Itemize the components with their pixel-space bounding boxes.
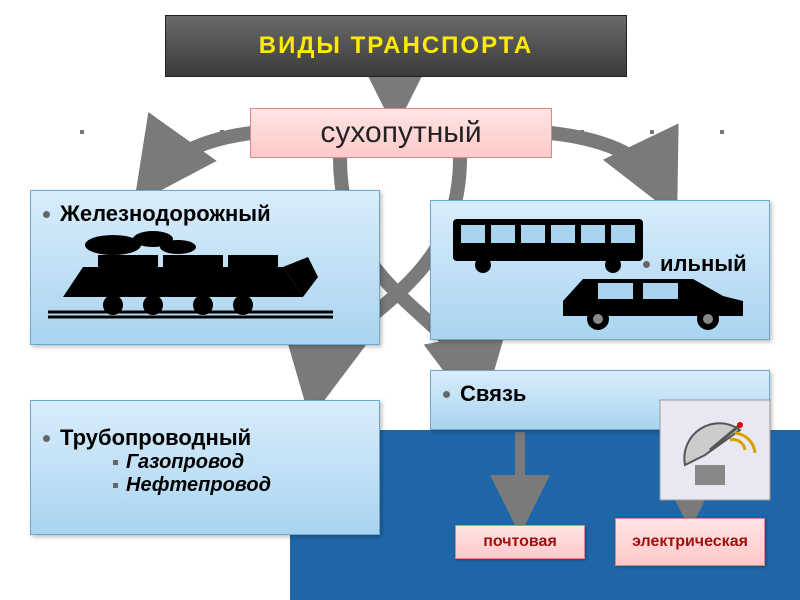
- bullet-icon: [43, 211, 50, 218]
- panel-pipe: Трубопроводный Газопровод Нефтепровод: [30, 400, 380, 535]
- subtitle-text: сухопутный: [320, 116, 481, 150]
- panel-pipe-sub1: Газопровод: [113, 451, 367, 474]
- panel-rail-header: Железнодорожный: [43, 201, 367, 227]
- panel-pipe-sub2: Нефтепровод: [113, 474, 367, 497]
- title-text: ВИДЫ ТРАНСПОРТА: [259, 32, 534, 60]
- panel-rail: Железнодорожный: [30, 190, 380, 345]
- panel-pipe-label: Трубопроводный: [60, 425, 251, 451]
- arrow-sub-rail: [150, 132, 260, 182]
- panel-pipe-sub2-text: Нефтепровод: [126, 474, 271, 497]
- panel-auto-label: ильный: [660, 251, 747, 277]
- tag-elec: электрическая: [615, 518, 765, 566]
- decor-dot: [650, 130, 654, 134]
- tag-elec-text: электрическая: [632, 534, 748, 551]
- diagram-stage: ВИДЫ ТРАНСПОРТА сухопутный Железнодорожн…: [0, 0, 800, 600]
- tag-post-text: почтовая: [483, 533, 557, 551]
- panel-pipe-sub1-text: Газопровод: [126, 451, 244, 474]
- bullet-icon: [113, 483, 118, 488]
- decor-dot: [80, 130, 84, 134]
- bullet-icon: [43, 435, 50, 442]
- panel-comm-label: Связь: [460, 381, 526, 407]
- bullet-icon: [113, 460, 118, 465]
- satellite-dish-icon: [655, 395, 775, 505]
- title-box: ВИДЫ ТРАНСПОРТА: [165, 15, 627, 77]
- decor-dot: [150, 130, 154, 134]
- panel-auto: ильный: [430, 200, 770, 340]
- train-icon: [43, 227, 343, 327]
- panel-pipe-header: Трубопроводный: [43, 425, 367, 451]
- bullet-icon: [443, 391, 450, 398]
- panel-auto-header: ильный: [643, 251, 747, 277]
- subtitle-box: сухопутный: [250, 108, 552, 158]
- arrow-sub-auto: [540, 132, 665, 192]
- bullet-icon: [643, 261, 650, 268]
- panel-rail-label: Железнодорожный: [60, 201, 271, 227]
- decor-dot: [580, 130, 584, 134]
- tag-post: почтовая: [455, 525, 585, 559]
- decor-dot: [720, 130, 724, 134]
- decor-dot: [220, 130, 224, 134]
